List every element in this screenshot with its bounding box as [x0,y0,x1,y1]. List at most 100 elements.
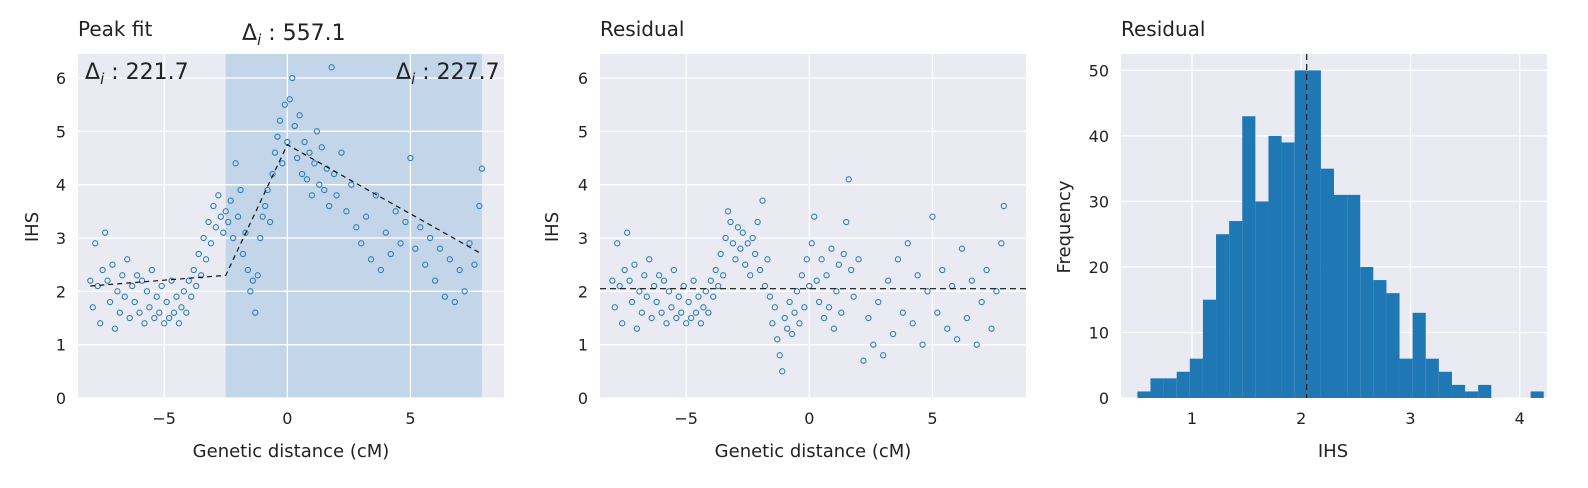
data-point [296,112,303,119]
data-point [747,272,754,279]
data-point [261,202,269,210]
y-tick-label: 4 [56,176,66,195]
y-tick-label: 30 [1089,192,1109,211]
data-point [697,320,705,327]
data-point [422,261,429,268]
data-point [685,298,692,306]
histogram-bar [1347,194,1361,398]
data-point [751,250,759,258]
data-point [811,213,818,220]
data-point [316,181,323,188]
data-point [461,288,468,295]
data-point [712,266,719,274]
y-tick-label: 1 [578,336,588,355]
histogram-bar [1307,70,1321,398]
y-tick-label: 2 [578,282,588,301]
data-point [193,282,200,290]
data-point [700,304,707,311]
data-point [163,298,170,306]
data-point [756,266,764,274]
data-point [161,320,168,327]
data-point [109,261,116,268]
data-point [466,240,473,247]
data-point [358,240,365,247]
x-tick-label: −5 [152,409,176,428]
data-point [803,256,810,263]
y-tick-label: 50 [1089,61,1109,80]
data-point [205,218,212,226]
data-point [195,250,202,258]
data-point [257,234,264,242]
y-axis-label-residual: IHS [542,212,563,242]
data-point [611,304,618,311]
data-point [126,314,133,322]
histogram-bar [1386,293,1400,398]
data-point [308,192,316,199]
data-point [402,218,409,226]
annotation-delta-right: Δi : 227.7 [396,60,500,88]
data-point [156,309,163,316]
data-point [835,261,843,268]
data-point [670,266,678,274]
x-tick-label: −5 [674,409,698,428]
y-tick-label: 6 [578,69,588,88]
data-point [148,266,156,274]
data-point [609,277,616,284]
data-point [717,250,724,258]
data-point [619,320,626,327]
data-point [178,304,185,311]
data-point [813,277,820,284]
data-point [953,336,961,343]
data-point [328,64,335,71]
data-point [808,240,815,247]
data-point [707,277,714,284]
data-point [884,277,892,284]
data-point [894,256,902,263]
y-tick-label: 3 [56,229,66,248]
data-point [372,192,380,199]
data-point [729,240,737,247]
data-point [742,261,749,268]
data-point [143,288,151,295]
data-point [412,245,419,252]
y-tick-label: 6 [56,69,66,88]
data-point [276,117,284,124]
data-point [665,288,673,295]
data-point [397,240,404,247]
data-point [116,309,124,316]
data-point [133,272,141,279]
histogram-bar [1425,358,1439,398]
data-point [899,309,907,316]
histogram-bar [1438,371,1452,398]
data-point [793,288,801,295]
data-point [653,298,660,306]
data-point [675,293,682,300]
data-point [227,197,234,204]
data-point [715,282,722,290]
data-point [131,298,138,306]
plot-background [600,54,1026,398]
data-point [111,325,119,332]
data-point [929,213,936,220]
data-point [993,288,1000,295]
histogram-bar [1451,384,1466,398]
data-point [643,293,650,300]
data-point [247,288,254,295]
data-point [860,357,867,364]
data-point [254,272,261,279]
data-point [362,213,370,220]
fit-line [90,143,483,287]
data-point [875,298,882,306]
data-point [274,133,281,140]
annotation-delta-left: Δi : 221.7 [85,60,189,88]
data-point [291,122,298,130]
y-axis-label-hist: Frequency [1054,180,1075,273]
data-point [776,352,783,359]
data-point [173,293,180,300]
data-point [252,309,259,316]
data-point [840,250,847,258]
data-point [271,149,279,156]
y-tick-label: 5 [578,122,588,141]
data-point [796,320,803,327]
